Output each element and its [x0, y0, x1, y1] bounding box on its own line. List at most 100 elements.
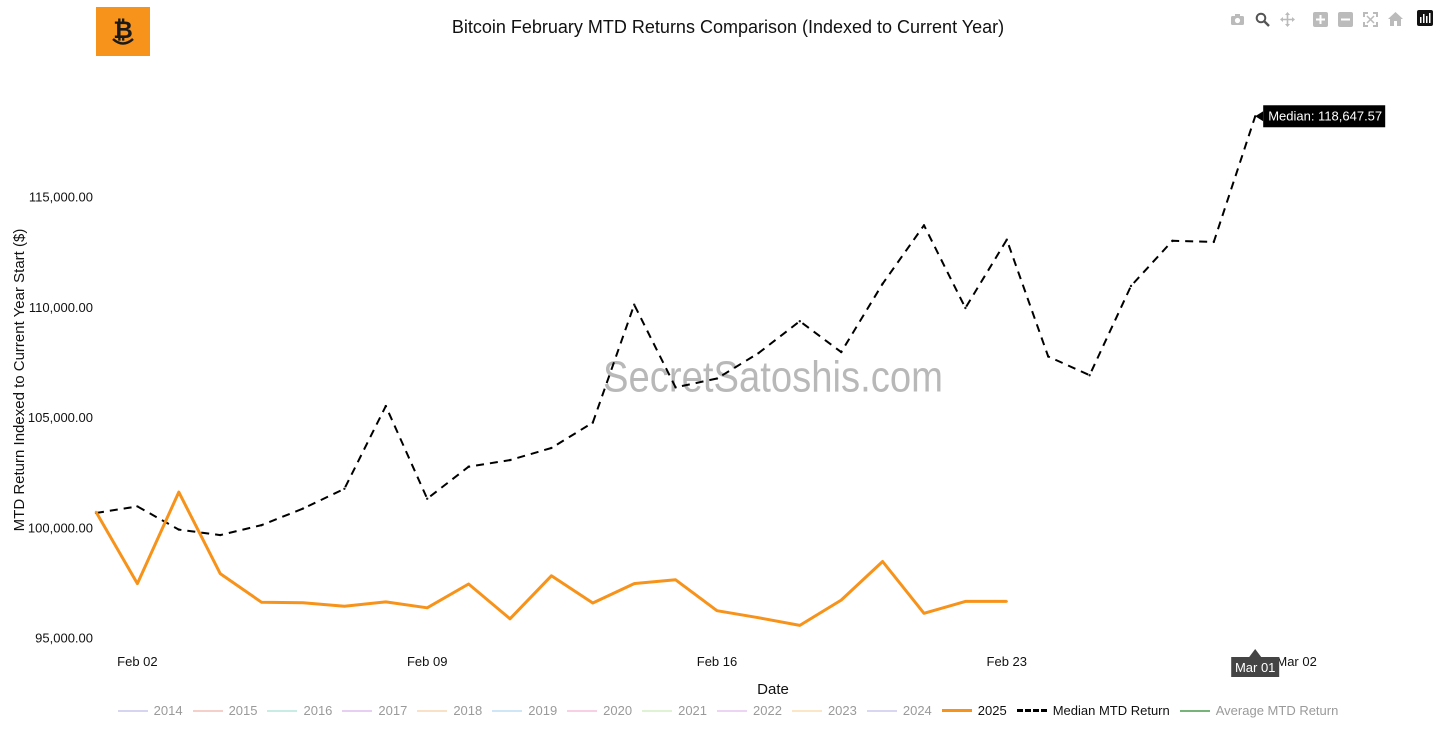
data-point-2025[interactable]: [343, 605, 346, 608]
x-axis: Feb 02 Feb 09 Feb 16 Feb 23 Mar 02: [117, 654, 1317, 669]
legend-swatch: [342, 709, 373, 712]
legend-item[interactable]: 2017: [342, 703, 407, 718]
data-point-2025[interactable]: [260, 601, 263, 604]
data-point-median-mtd-return[interactable]: [384, 404, 387, 408]
series-line-2025[interactable]: [94, 490, 1007, 627]
data-point-2025[interactable]: [922, 612, 926, 615]
zoom-out-icon[interactable]: [1336, 10, 1354, 28]
data-point-median-mtd-return[interactable]: [674, 386, 677, 389]
y-tick-label: 95,000.00: [35, 631, 93, 646]
data-point-2025[interactable]: [426, 606, 429, 610]
data-point-2025[interactable]: [136, 582, 139, 585]
data-point-2025[interactable]: [1005, 600, 1008, 603]
data-point-median-mtd-return[interactable]: [508, 458, 512, 462]
legend-item[interactable]: 2020: [567, 703, 632, 718]
legend-label: 2014: [153, 703, 183, 718]
legend-swatch: [117, 709, 148, 712]
data-point-median-mtd-return[interactable]: [1212, 240, 1216, 244]
pan-icon[interactable]: [1278, 10, 1296, 28]
data-point-median-mtd-return[interactable]: [591, 421, 594, 424]
data-point-2025[interactable]: [94, 510, 98, 514]
legend-label: 2020: [603, 703, 633, 718]
data-point-2025[interactable]: [881, 560, 884, 563]
legend-item[interactable]: Median MTD Return: [1016, 703, 1170, 718]
x-tick-label: Feb 16: [697, 654, 737, 669]
legend-item[interactable]: Average MTD Return: [1179, 703, 1338, 718]
legend-item[interactable]: 2023: [791, 703, 857, 718]
data-point-2025[interactable]: [177, 490, 180, 494]
data-point-2025[interactable]: [715, 609, 719, 612]
plot-series: [94, 115, 1257, 627]
data-point-2025[interactable]: [798, 624, 801, 627]
data-point-2025[interactable]: [384, 600, 387, 604]
zoom-icon[interactable]: [1253, 10, 1271, 28]
data-point-2025[interactable]: [301, 601, 305, 604]
legend-item[interactable]: 2024: [866, 703, 932, 718]
data-point-median-mtd-return[interactable]: [301, 507, 305, 510]
legend-label: 2018: [453, 703, 483, 718]
data-point-2025[interactable]: [467, 582, 470, 586]
plotly-logo-icon[interactable]: [1417, 10, 1433, 26]
data-point-median-mtd-return[interactable]: [922, 224, 926, 227]
legend-item[interactable]: 2016: [267, 703, 332, 718]
data-point-median-mtd-return[interactable]: [219, 533, 222, 537]
data-point-2025[interactable]: [591, 601, 594, 605]
data-point-median-mtd-return[interactable]: [881, 282, 884, 285]
data-point-median-mtd-return[interactable]: [1171, 239, 1174, 242]
x-tick-label: Feb 09: [407, 654, 447, 669]
data-point-median-mtd-return[interactable]: [1088, 374, 1091, 377]
data-point-median-mtd-return[interactable]: [715, 377, 719, 380]
data-point-median-mtd-return[interactable]: [798, 320, 801, 323]
data-point-median-mtd-return[interactable]: [1047, 355, 1050, 358]
data-point-median-mtd-return[interactable]: [1254, 115, 1257, 118]
data-point-2025[interactable]: [757, 616, 760, 619]
data-point-median-mtd-return[interactable]: [426, 497, 429, 500]
data-point-median-mtd-return[interactable]: [136, 505, 139, 508]
data-point-2025[interactable]: [550, 574, 553, 578]
data-point-median-mtd-return[interactable]: [550, 446, 553, 450]
median-hover-box: [1263, 105, 1386, 128]
legend-label: 2017: [378, 703, 408, 718]
legend-item[interactable]: 2015: [192, 703, 257, 718]
reset-axes-icon[interactable]: [1386, 10, 1404, 28]
legend-label: 2024: [902, 703, 932, 718]
legend-item[interactable]: 2022: [717, 703, 782, 718]
data-point-median-mtd-return[interactable]: [1129, 284, 1133, 288]
legend-swatch: [941, 709, 972, 712]
data-point-median-mtd-return[interactable]: [633, 303, 636, 306]
y-tick-label: 115,000.00: [29, 190, 93, 205]
series-line-median-mtd-return[interactable]: [95, 115, 1257, 537]
data-point-2025[interactable]: [964, 600, 967, 603]
legend-swatch: [866, 709, 897, 712]
legend-item[interactable]: 2021: [642, 703, 707, 718]
camera-icon[interactable]: [1228, 10, 1246, 28]
legend-item[interactable]: 2025: [941, 703, 1007, 718]
autoscale-icon[interactable]: [1361, 10, 1379, 28]
data-point-2025[interactable]: [508, 617, 512, 621]
legend-swatch: [492, 709, 523, 712]
legend-item[interactable]: 2018: [417, 703, 482, 718]
legend-item[interactable]: 2019: [492, 703, 557, 718]
data-point-2025[interactable]: [840, 598, 843, 602]
data-point-median-mtd-return[interactable]: [260, 523, 263, 527]
data-point-median-mtd-return[interactable]: [467, 465, 470, 468]
data-point-median-mtd-return[interactable]: [840, 350, 843, 354]
hover-pointer: [1255, 111, 1264, 122]
zoom-in-icon[interactable]: [1311, 10, 1329, 28]
y-axis: 95,000.00 100,000.00 105,000.00 110,000.00 1…: [28, 190, 93, 646]
x-hover-box: [1231, 657, 1280, 677]
median-hover-label: Median: 118,647.57: [1268, 108, 1382, 123]
data-point-median-mtd-return[interactable]: [964, 306, 967, 310]
x-tick-label: Feb 02: [117, 654, 157, 669]
x-tick-label: Mar 02: [1276, 654, 1316, 669]
data-point-2025[interactable]: [674, 578, 677, 582]
data-point-2025[interactable]: [219, 572, 222, 575]
legend-item[interactable]: 2014: [117, 703, 183, 718]
data-point-2025[interactable]: [633, 582, 636, 585]
legend-swatch: [717, 709, 748, 712]
legend-label: 2019: [528, 703, 558, 718]
data-point-median-mtd-return[interactable]: [343, 487, 346, 490]
data-point-median-mtd-return[interactable]: [757, 351, 760, 355]
data-point-median-mtd-return[interactable]: [1005, 238, 1008, 241]
data-point-median-mtd-return[interactable]: [177, 528, 180, 531]
